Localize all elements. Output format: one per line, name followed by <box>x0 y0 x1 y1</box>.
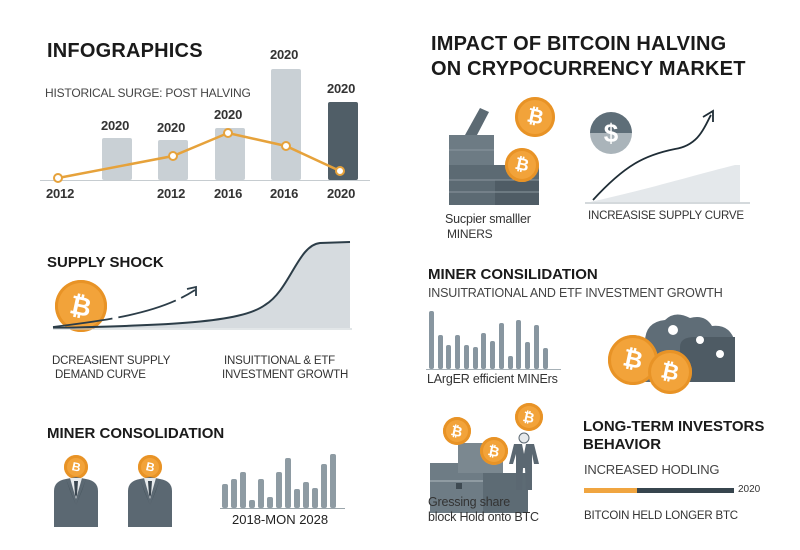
efficient-miners-bar-chart <box>426 307 561 370</box>
long-term-title: LONG-TERM INVESTORS BEHAVIOR <box>583 418 764 454</box>
smaller-miners-label-2: MINERS <box>447 227 493 241</box>
long-term-title-line-1: LONG-TERM INVESTORS <box>583 418 765 435</box>
investor-icon <box>509 432 539 490</box>
mining-cloud-icon <box>645 314 735 382</box>
bitcoin-icon: ₿ <box>648 350 692 394</box>
axis-label: 2020 <box>327 186 356 201</box>
hodling-progress-fill <box>584 488 637 493</box>
suit-icon <box>54 477 98 527</box>
supply-shock-title: SUPPLY SHOCK <box>47 254 164 271</box>
bar-label: 2020 <box>157 120 186 135</box>
main-title: IMPACT OF BITCOIN HALVING ON CRYPOCURREN… <box>431 32 746 82</box>
miner-chart-label: 2018-MON 2028 <box>232 512 329 527</box>
infographics-title: INFOGRAPHICS <box>47 40 203 62</box>
bar <box>271 69 301 180</box>
miner-bar-chart <box>220 450 345 509</box>
efficient-miners-label: LArgER efficient MINErs <box>427 372 558 386</box>
miner-consilidation-title: MINER CONSILIDATION <box>428 266 598 283</box>
bar-label: 2020 <box>101 118 130 133</box>
main-title-line-1: IMPACT OF BITCOIN HALVING <box>431 33 727 55</box>
hodling-subtitle: INCREASED HODLING <box>584 462 720 477</box>
bar-label: 2020 <box>327 81 356 96</box>
bar-label: 2020 <box>214 107 243 122</box>
bar-label: 2020 <box>270 47 299 62</box>
suit-icon <box>128 477 172 527</box>
long-term-footer: BITCOIN HELD LONGER BTC <box>584 510 738 522</box>
halving-bar-chart <box>40 60 370 183</box>
hold-label-1: Gressing share <box>428 495 510 509</box>
axis-label: 2016 <box>270 186 299 201</box>
hodling-progress-bar <box>584 488 734 493</box>
miner-consolidation-title: MINER CONSOLIDATION <box>47 425 225 442</box>
x-axis <box>40 180 370 181</box>
bitcoin-icon: ₿ <box>505 148 539 182</box>
supply-curve-chart <box>585 109 750 204</box>
supply-label-right-2: INVESTMENT GROWTH <box>222 369 349 381</box>
bitcoin-icon: ₿ <box>515 403 543 431</box>
axis-label: 2016 <box>214 186 243 201</box>
bitcoin-icon: ₿ <box>480 437 508 465</box>
main-title-line-2: ON CRYPOCURRENCY MARKET <box>431 58 746 80</box>
miner-figure: B <box>50 455 102 527</box>
bitcoin-icon: ₿ <box>515 97 555 137</box>
supply-label-left-2: DEMAND CURVE <box>55 369 146 381</box>
dollar-icon: $ <box>590 112 632 154</box>
supply-curve-label: INCREASISE SUPPLY CURVE <box>588 210 744 222</box>
bar <box>102 138 132 180</box>
miner-consilidation-subtitle: INSUITRATIONAL AND ETF INVESTMENT GROWTH <box>428 286 723 300</box>
supply-shock-curve <box>52 241 352 330</box>
hodling-progress-label: 2020 <box>738 484 761 495</box>
bitcoin-head-icon: B <box>64 455 88 479</box>
supply-label-right-1: INSUITTIONAL & ETF <box>224 355 335 367</box>
long-term-title-line-2: BEHAVIOR <box>583 436 662 453</box>
smaller-miners-label-1: Sucpier smalller <box>445 212 531 226</box>
bitcoin-icon: ₿ <box>443 417 471 445</box>
infographics-subtitle: HISTORICAL SURGE: POST HALVING <box>45 86 251 100</box>
axis-label: 2012 <box>46 186 75 201</box>
supply-label-left-1: DCREASIENT SUPPLY <box>52 355 171 367</box>
bitcoin-head-icon: B <box>138 455 162 479</box>
miner-figure: B <box>124 455 176 527</box>
hold-label-2: block Hold onto BTC <box>428 510 539 524</box>
axis-label: 2012 <box>157 186 186 201</box>
trend-line <box>53 128 345 183</box>
